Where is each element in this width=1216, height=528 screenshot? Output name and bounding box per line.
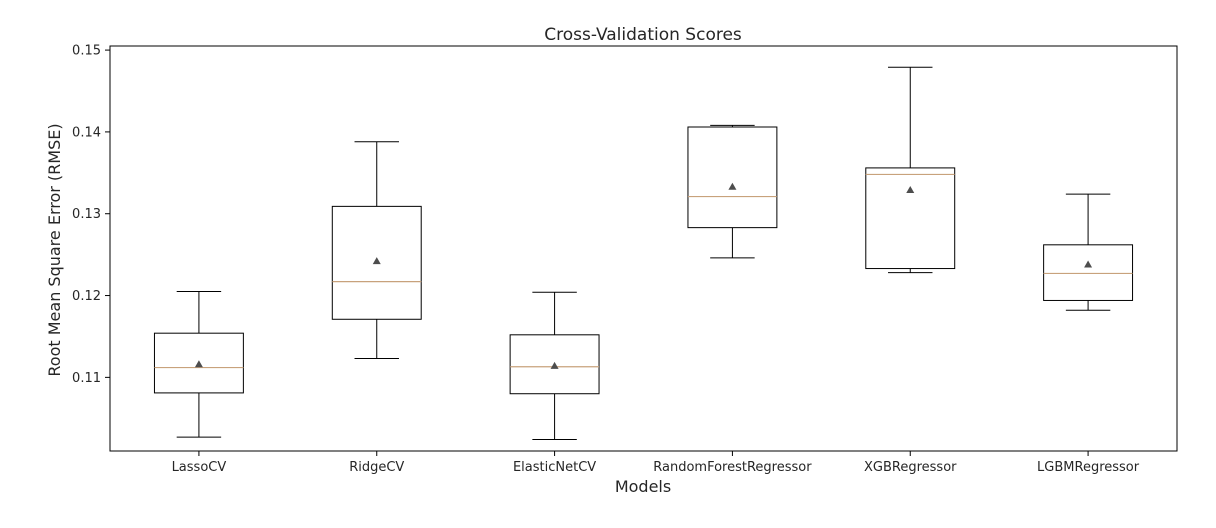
chart-title: Cross-Validation Scores bbox=[544, 25, 742, 45]
box-iqr bbox=[865, 167, 956, 270]
y-tick-label: 0.11 bbox=[72, 371, 101, 386]
box-iqr bbox=[1043, 244, 1134, 301]
x-tick-label: XGBRegressor bbox=[864, 460, 957, 475]
box-iqr bbox=[509, 334, 600, 395]
x-axis-label: Models bbox=[615, 477, 671, 496]
y-tick-label: 0.14 bbox=[72, 125, 101, 140]
mean-marker bbox=[550, 361, 559, 369]
y-tick-label: 0.12 bbox=[72, 289, 101, 304]
x-tick-label: RidgeCV bbox=[349, 460, 404, 475]
plot-area: 0.11 0.12 0.13 0.14 0.15 LassoCV RidgeCV Elasti… bbox=[72, 44, 1178, 475]
x-tick-label: LassoCV bbox=[172, 460, 227, 475]
mean-marker bbox=[1084, 260, 1093, 268]
mean-marker bbox=[372, 257, 381, 265]
y-tick-label: 0.13 bbox=[72, 207, 101, 222]
y-axis-label: Root Mean Square Error (RMSE) bbox=[45, 123, 64, 376]
x-tick-label: ElasticNetCV bbox=[513, 460, 596, 475]
mean-marker bbox=[728, 182, 737, 190]
mean-marker bbox=[194, 360, 203, 368]
mean-marker bbox=[906, 186, 915, 193]
box-iqr bbox=[687, 126, 778, 229]
box-iqr bbox=[153, 332, 244, 394]
x-tick-label: RandomForestRegressor bbox=[653, 460, 812, 475]
box-iqr bbox=[331, 205, 422, 320]
plot-frame bbox=[109, 45, 1178, 452]
y-tick-label: 0.15 bbox=[72, 44, 101, 59]
x-tick-label: LGBMRegressor bbox=[1037, 460, 1140, 475]
